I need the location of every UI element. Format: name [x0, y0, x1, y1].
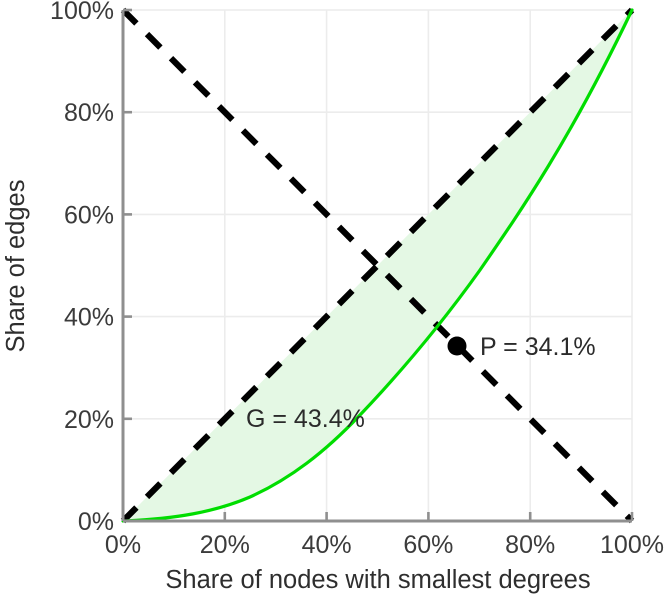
y-axis-tick-labels: 100% 80% 60% 40% 20% 0% — [50, 0, 114, 536]
palma-annotation-label: P = 34.1% — [480, 333, 596, 361]
equality-line — [120, 7, 635, 524]
y-tick-label-60: 60% — [64, 201, 114, 229]
y-axis-title: Share of edges — [2, 180, 30, 353]
y-tick-label-0: 0% — [78, 508, 114, 536]
anti-diagonal-line — [120, 7, 635, 524]
x-axis-title: Share of nodes with smallest degrees — [165, 566, 590, 594]
y-tick-label-40: 40% — [64, 304, 114, 332]
x-axis-ticks — [121, 512, 634, 521]
gini-annotation-label: G = 43.4% — [246, 405, 365, 433]
x-tick-label-40: 40% — [302, 531, 352, 559]
x-tick-label-80: 80% — [505, 531, 555, 559]
x-tick-label-100: 100% — [600, 531, 664, 559]
y-axis-ticks — [123, 8, 132, 523]
x-axis-tick-labels: 0% 20% 40% 60% 80% 100% — [105, 531, 664, 559]
x-tick-label-60: 60% — [403, 531, 453, 559]
y-tick-label-100: 100% — [50, 0, 114, 25]
x-tick-label-20: 20% — [200, 531, 250, 559]
x-tick-label-0: 0% — [105, 531, 141, 559]
y-tick-label-20: 20% — [64, 406, 114, 434]
lorenz-curve — [121, 8, 634, 523]
y-tick-label-80: 80% — [64, 99, 114, 127]
palma-point-marker — [447, 336, 467, 356]
